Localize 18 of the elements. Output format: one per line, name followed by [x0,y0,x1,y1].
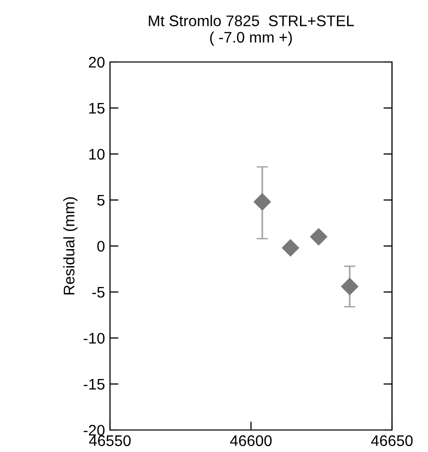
y-tick-label: -5 [92,287,104,298]
x-tick-label: 46550 [89,435,131,446]
y-tick-label: 15 [89,103,104,114]
y-tick-label: 0 [97,240,105,252]
x-tick-label: 46600 [230,435,272,446]
y-tick-label: -15 [84,379,104,390]
y-tick-label: -10 [84,332,105,344]
point [341,278,358,296]
chart-title: Mt Stromlo 7825 STRL+STEL ( -7.0 mm +) [148,15,354,46]
x-tick-label: 46650 [371,435,413,446]
point [254,193,271,210]
point [310,228,328,246]
y-tick-label: -20 [84,424,105,436]
y-axis-title: Residual (mm) [63,197,78,294]
y-tick-label: 20 [88,56,105,68]
y-tick-label: 10 [89,148,105,160]
point [282,239,300,256]
y-tick-label: 5 [97,195,104,206]
